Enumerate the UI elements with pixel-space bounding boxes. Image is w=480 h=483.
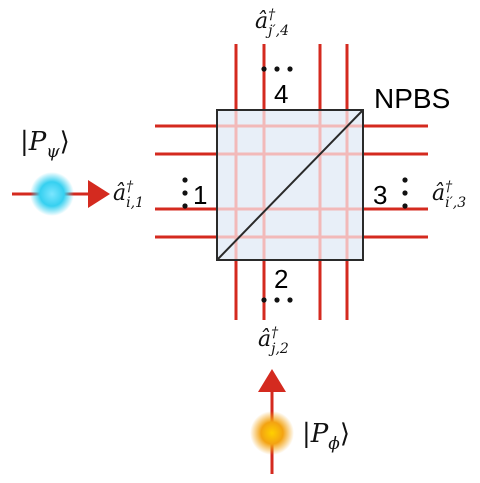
inner-mode-lines <box>218 111 362 259</box>
operator-port-2: â† j,2 <box>258 325 289 357</box>
ellipsis-port-3 <box>402 177 408 209</box>
port-label-2: 2 <box>274 264 288 294</box>
input-state-phi: |Pϕ⟩ <box>302 419 350 454</box>
input-state-psi: |Pψ⟩ <box>20 127 70 162</box>
ellipsis-port-2 <box>261 297 293 303</box>
operator-port-3: â† i′,3 <box>432 179 466 211</box>
arrow-psi <box>88 180 110 208</box>
port-label-4: 4 <box>274 79 288 109</box>
npbs-label: NPBS <box>374 83 450 114</box>
ellipsis-port-1 <box>182 177 188 209</box>
ellipsis-port-4 <box>261 66 293 72</box>
port-label-3: 3 <box>373 180 387 210</box>
operator-port-1: â† i,1 <box>113 179 144 211</box>
photon-phi <box>250 411 294 455</box>
splitter-diagonal <box>216 109 364 261</box>
port-label-1: 1 <box>193 180 207 210</box>
photon-psi <box>30 172 74 216</box>
operator-port-4: â† j′,4 <box>255 7 289 39</box>
arrow-phi <box>258 369 286 392</box>
